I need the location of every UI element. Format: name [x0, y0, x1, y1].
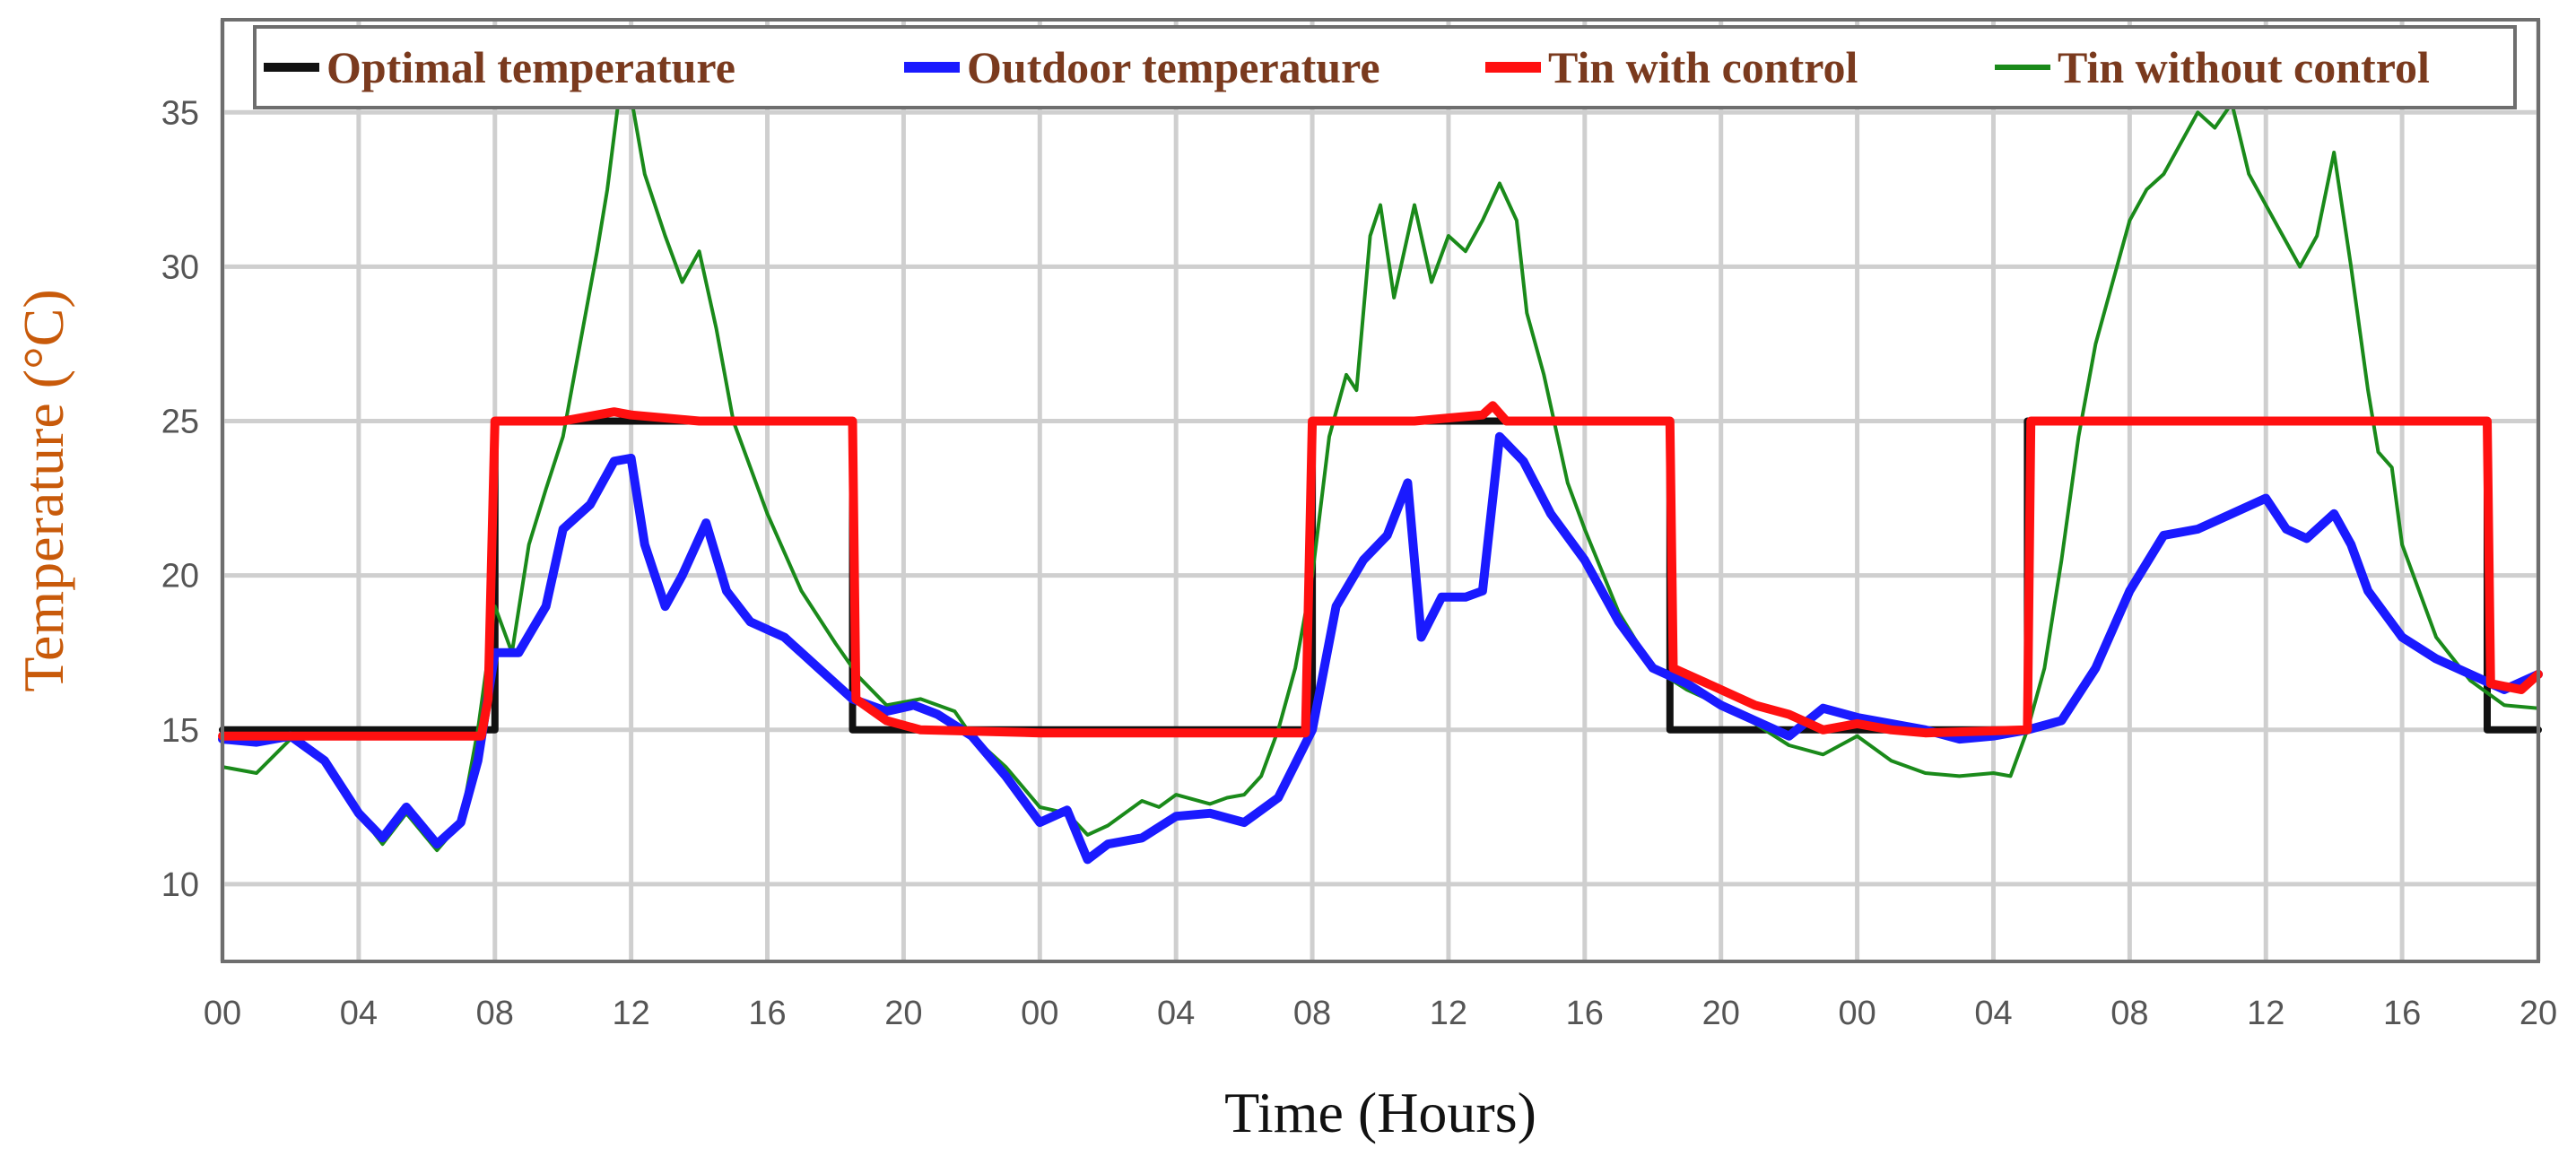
- legend-label: Outdoor temperature: [967, 42, 1380, 92]
- y-tick-label: 25: [161, 404, 199, 441]
- x-tick-label: 16: [1566, 995, 1604, 1032]
- legend-label: Tin without control: [2058, 42, 2430, 92]
- x-tick-label: 20: [2519, 995, 2557, 1032]
- x-tick-label: 12: [2247, 995, 2284, 1032]
- legend: Optimal temperature Outdoor temperature Ti…: [253, 25, 2517, 109]
- x-tick-label: 16: [2383, 995, 2421, 1032]
- x-tick-label: 16: [748, 995, 786, 1032]
- series-layer: [218, 79, 2543, 865]
- x-axis-title: Time (Hours): [1224, 1081, 1536, 1144]
- y-axis-title: Temperature (°C): [12, 289, 75, 691]
- series-line-tin-without-control: [221, 79, 2540, 853]
- x-tick-label: 00: [1021, 995, 1058, 1032]
- series-line-tin-with-control: [218, 401, 2543, 741]
- series-line-outdoor-temperature: [218, 431, 2543, 865]
- x-tick-label: 00: [204, 995, 241, 1032]
- y-tick-label: 35: [161, 94, 199, 132]
- legend-label: Tin with control: [1548, 42, 1858, 92]
- legend-box: [253, 25, 2517, 109]
- x-tick-label: 20: [1702, 995, 1740, 1032]
- y-tick-label: 15: [161, 712, 199, 750]
- x-tick-label: 08: [1293, 995, 1331, 1032]
- tick-labels: 00 04 08 12 16 20 00 04 08 12 16 20 00 04 08 12 16 20 10 15…: [161, 94, 2557, 1032]
- legend-label: Optimal temperature: [326, 42, 735, 92]
- y-tick-label: 20: [161, 558, 199, 596]
- x-tick-label: 04: [340, 995, 378, 1032]
- x-tick-label: 12: [613, 995, 650, 1032]
- plot-frame: [221, 18, 2540, 963]
- y-tick-label: 10: [161, 866, 199, 904]
- x-tick-label: 20: [884, 995, 922, 1032]
- x-tick-label: 04: [1974, 995, 2012, 1032]
- x-tick-label: 00: [1838, 995, 1875, 1032]
- x-tick-label: 08: [476, 995, 514, 1032]
- x-tick-label: 12: [1430, 995, 1467, 1032]
- x-tick-label: 08: [2110, 995, 2148, 1032]
- y-tick-label: 30: [161, 248, 199, 286]
- x-tick-label: 04: [1157, 995, 1195, 1032]
